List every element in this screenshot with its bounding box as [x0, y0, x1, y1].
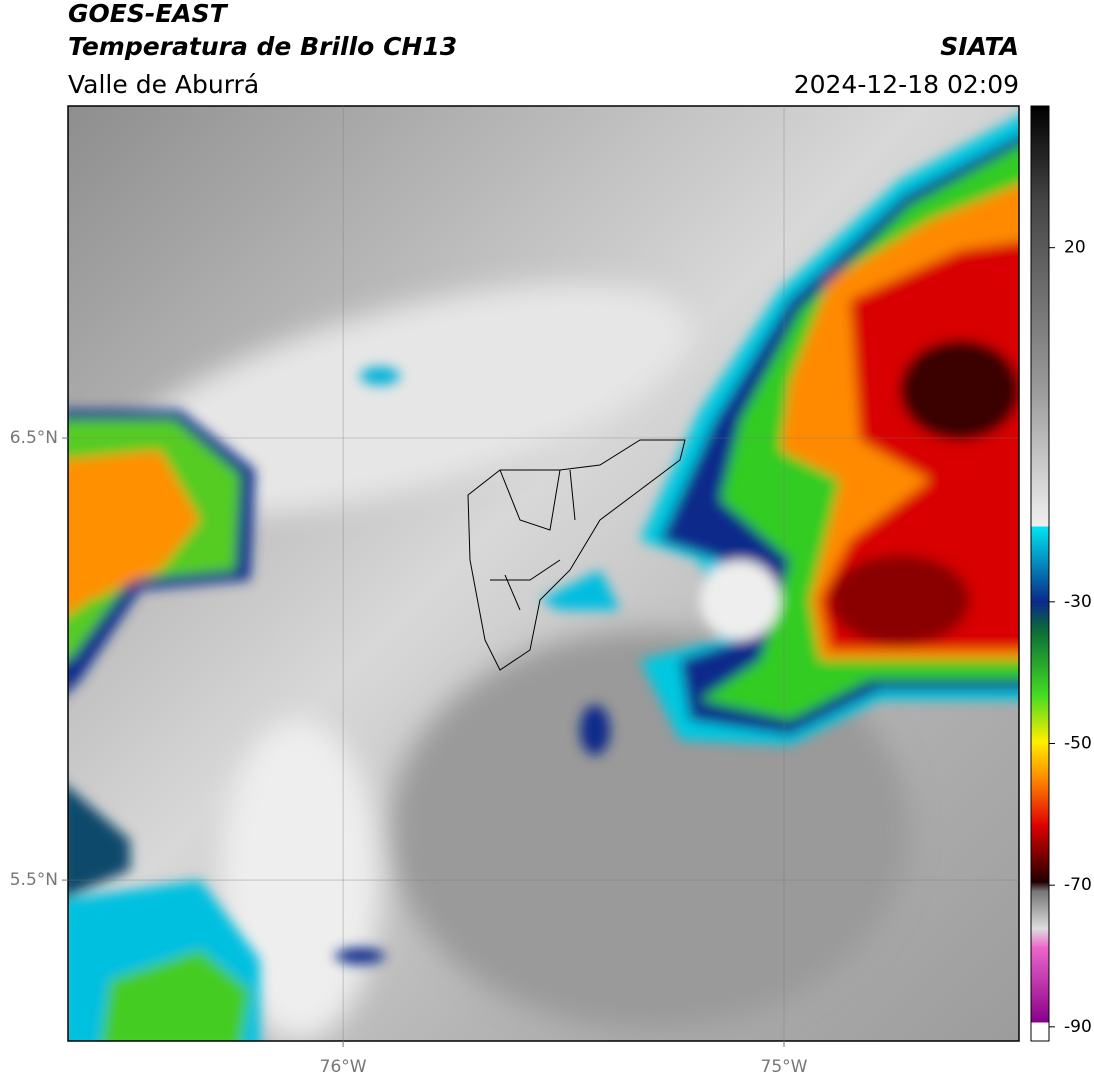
colorbar-tick-label: 20 — [1064, 238, 1086, 258]
satellite: GOES-EAST — [68, 0, 229, 28]
x-tick-label: 75°W — [761, 1057, 808, 1077]
y-tick-label: 6.5°N — [10, 428, 58, 448]
timestamp: 2024-12-18 02:09 — [794, 70, 1019, 99]
y-tick-label: 5.5°N — [10, 870, 58, 890]
colorbar-tick-label: -30 — [1064, 592, 1092, 612]
colorbar — [1030, 105, 1050, 1042]
map-frame — [67, 105, 1020, 1042]
colorbar-tick-label: -50 — [1064, 734, 1092, 754]
colorbar-tick-label: -90 — [1064, 1017, 1092, 1037]
region: Valle de Aburrá — [68, 70, 259, 99]
agency: SIATA — [940, 32, 1019, 61]
product: Temperatura de Brillo CH13 — [68, 32, 457, 61]
colorbar-tick-label: -70 — [1064, 875, 1092, 895]
x-tick-label: 76°W — [320, 1057, 367, 1077]
imagery — [68, 106, 1019, 1041]
